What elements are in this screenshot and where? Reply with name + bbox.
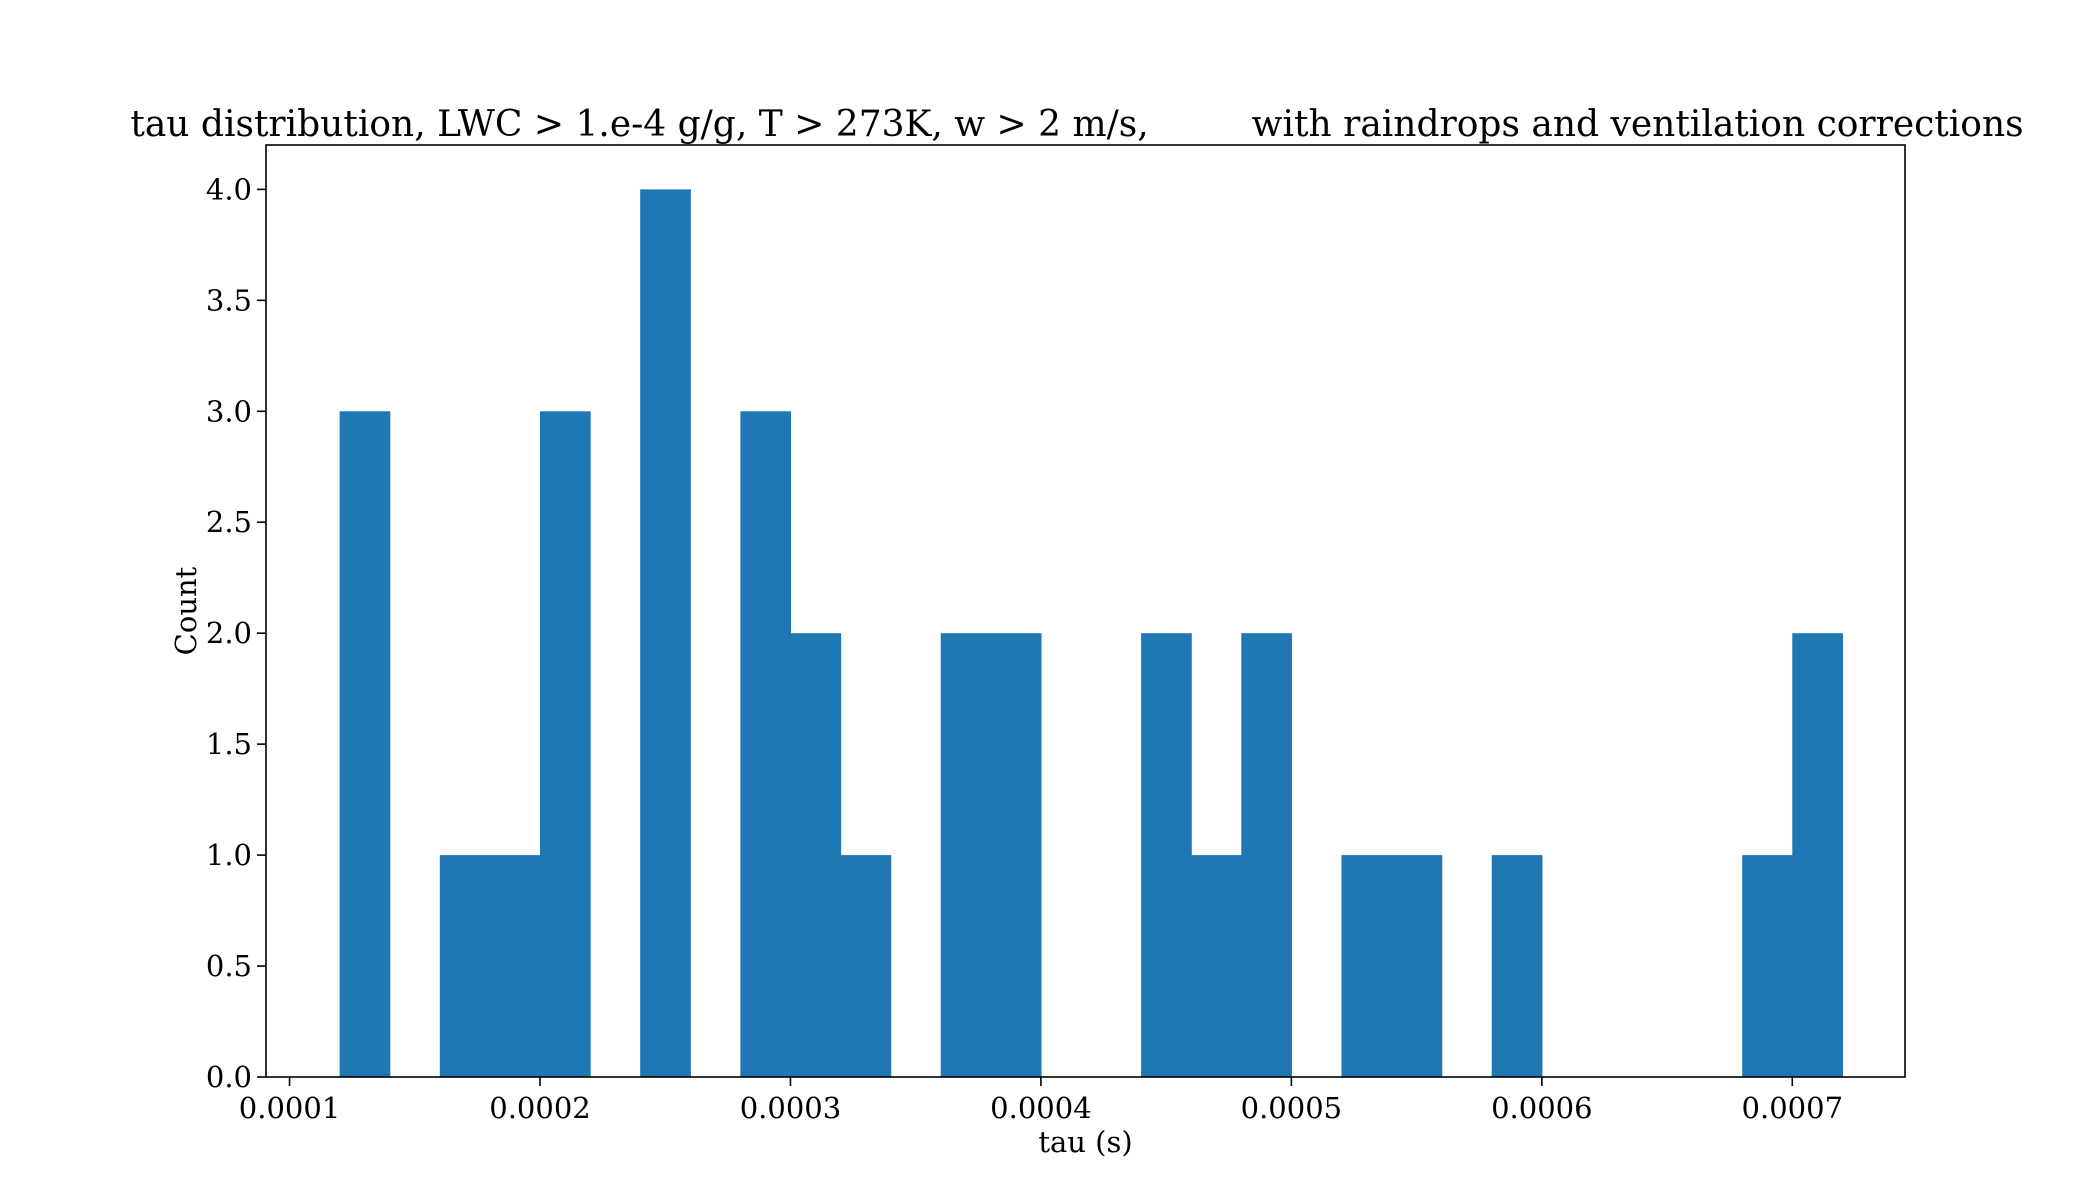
bar-2 (439, 855, 491, 1077)
bar-18 (1241, 633, 1292, 1077)
bar-23 (1491, 855, 1543, 1077)
y-tick-label-1: 0.5 (206, 949, 252, 983)
y-tick-label-3: 1.5 (206, 727, 252, 761)
bar-21 (1391, 855, 1443, 1077)
bar-10 (840, 855, 892, 1077)
bar-20 (1341, 855, 1393, 1077)
x-tick-label-4: 0.0005 (1241, 1091, 1342, 1125)
x-tick-label-0: 0.0001 (239, 1091, 340, 1125)
bar-3 (489, 855, 541, 1077)
y-tick-label-4: 2.0 (206, 616, 252, 650)
y-axis-label: Count (169, 566, 203, 655)
x-tick-label-3: 0.0004 (990, 1091, 1091, 1125)
bar-13 (990, 633, 1042, 1077)
bar-29 (1792, 633, 1843, 1077)
bar-6 (640, 189, 691, 1077)
x-tick-label-1: 0.0002 (489, 1091, 590, 1125)
y-tick-label-7: 3.5 (206, 283, 252, 317)
bar-0 (339, 411, 391, 1077)
bar-16 (1141, 633, 1192, 1077)
x-tick-label-6: 0.0007 (1742, 1091, 1843, 1125)
bar-28 (1742, 855, 1793, 1077)
chart-title: tau distribution, LWC > 1.e-4 g/g, T > 2… (130, 104, 2023, 145)
x-axis: 0.0001 0.0002 0.0003 0.0004 0.0005 0.0006 0.00… (239, 1077, 1843, 1125)
y-axis: 0.0 0.5 1.0 1.5 2.0 2.5 3.0 3.5 4.0 (206, 172, 266, 1094)
x-axis-label: tau (s) (1038, 1125, 1132, 1159)
bar-9 (790, 633, 842, 1077)
y-tick-label-6: 3.0 (206, 394, 252, 428)
x-tick-label-5: 0.0006 (1491, 1091, 1592, 1125)
bar-12 (940, 633, 992, 1077)
bar-4 (540, 411, 591, 1077)
x-tick-label-2: 0.0003 (740, 1091, 841, 1125)
plot-frame (265, 144, 1906, 1078)
bar-17 (1191, 855, 1242, 1077)
y-tick-label-8: 4.0 (206, 172, 252, 206)
bar-8 (740, 411, 792, 1077)
y-tick-label-5: 2.5 (206, 505, 252, 539)
y-tick-label-2: 1.0 (206, 838, 252, 872)
bars-group (339, 189, 1843, 1077)
y-tick-label-0: 0.0 (206, 1060, 252, 1094)
